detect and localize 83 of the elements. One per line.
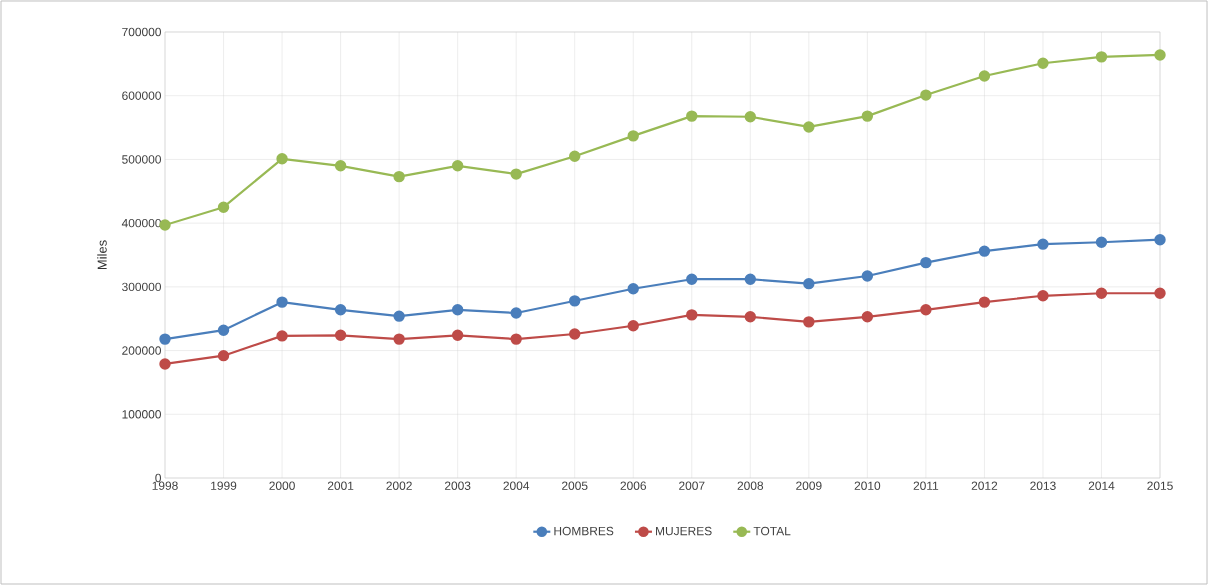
point	[217, 201, 230, 213]
point	[569, 328, 581, 340]
point	[276, 296, 288, 308]
x-tick-label: 2010	[854, 481, 881, 490]
point	[978, 296, 991, 308]
y-tick-label: 500000	[122, 155, 162, 164]
x-tick-label: 2000	[269, 481, 295, 490]
point	[744, 111, 756, 123]
y-axis-title: Miles	[97, 240, 107, 270]
point	[393, 310, 405, 322]
point	[861, 311, 874, 323]
point	[686, 110, 698, 122]
point	[569, 295, 581, 307]
point	[627, 130, 639, 142]
x-tick-label: 2006	[620, 481, 647, 490]
y-tick-label: 400000	[121, 218, 162, 228]
point	[1154, 234, 1166, 246]
point	[1095, 51, 1108, 63]
point	[1154, 287, 1166, 299]
point	[217, 324, 230, 336]
point	[334, 329, 347, 341]
point	[276, 153, 288, 165]
point	[451, 329, 464, 341]
x-tick-label: 1999	[211, 481, 237, 490]
point	[1154, 49, 1166, 61]
x-tick-label: 2009	[796, 481, 822, 490]
point	[627, 283, 639, 295]
point	[1037, 238, 1049, 250]
x-tick-label: 2015	[1147, 481, 1173, 490]
y-tick-label: 700000	[122, 27, 162, 37]
point	[510, 168, 522, 180]
x-tick-label: 2013	[1030, 481, 1056, 490]
point	[744, 273, 756, 285]
point	[334, 160, 347, 172]
y-tick-label: 100000	[122, 410, 162, 419]
point	[217, 349, 230, 362]
point	[159, 333, 171, 345]
point	[920, 304, 932, 316]
x-tick-label: 2007	[679, 481, 705, 490]
point	[978, 70, 991, 82]
point	[861, 270, 874, 282]
point	[451, 304, 464, 316]
x-tick-label: 1998	[152, 481, 178, 490]
y-tick-label: 300000	[122, 282, 162, 292]
x-tick-label: 2004	[503, 481, 530, 490]
legend-label: HOMBRES	[554, 526, 614, 536]
x-tick-label: 2002	[386, 481, 412, 490]
point	[510, 307, 522, 319]
point	[1037, 290, 1049, 302]
point	[978, 245, 991, 257]
point	[569, 150, 581, 162]
point	[744, 311, 756, 323]
point	[393, 333, 405, 345]
point	[920, 89, 932, 101]
x-tick-label: 2003	[444, 481, 471, 490]
point	[1037, 57, 1049, 69]
x-tick-label: 2011	[913, 481, 939, 490]
point	[159, 358, 171, 370]
point	[920, 256, 932, 269]
x-tick-label: 2001	[327, 481, 354, 490]
x-tick-label: 2005	[562, 481, 588, 490]
legend-label: MUJERES	[656, 526, 712, 536]
x-tick-label: 2014	[1088, 481, 1115, 490]
y-tick-label: 0	[155, 473, 162, 483]
point	[803, 316, 815, 328]
x-tick-label: 2012	[971, 481, 998, 490]
legend-label: TOTAL	[753, 526, 791, 536]
x-tick-label: 2008	[737, 481, 764, 490]
point	[510, 333, 522, 345]
point	[803, 277, 815, 290]
y-tick-label: 200000	[122, 346, 162, 355]
point	[803, 121, 815, 133]
point	[686, 309, 698, 321]
y-tick-label: 600000	[122, 91, 162, 100]
point	[393, 170, 405, 183]
point	[1095, 236, 1108, 248]
point	[686, 273, 698, 285]
point	[276, 330, 288, 342]
point	[334, 304, 347, 316]
point	[861, 110, 874, 122]
point	[1095, 287, 1108, 299]
point	[627, 320, 639, 332]
point	[451, 160, 464, 172]
